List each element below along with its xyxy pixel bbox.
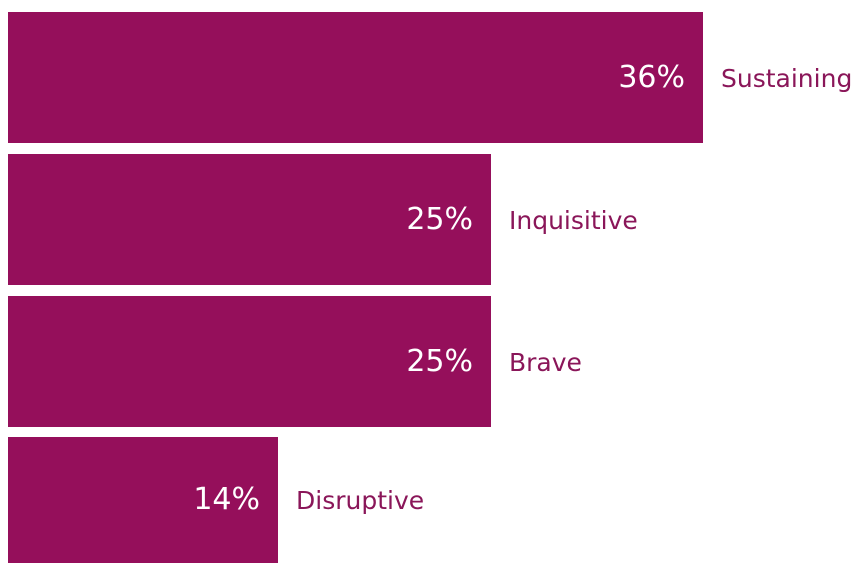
- bar-brave: [8, 296, 491, 427]
- value-label-brave: 25%: [406, 344, 473, 379]
- value-label-inquisitive: 25%: [406, 202, 473, 237]
- bar-inquisitive: [8, 154, 491, 285]
- category-label-disruptive: Disruptive: [296, 486, 425, 515]
- value-label-sustaining: 36%: [618, 60, 685, 95]
- category-label-sustaining: Sustaining: [721, 64, 852, 93]
- value-label-disruptive: 14%: [193, 482, 260, 517]
- category-label-brave: Brave: [509, 348, 582, 377]
- bar-sustaining: [8, 12, 703, 143]
- bar-disruptive: [8, 437, 278, 563]
- category-label-inquisitive: Inquisitive: [509, 206, 638, 235]
